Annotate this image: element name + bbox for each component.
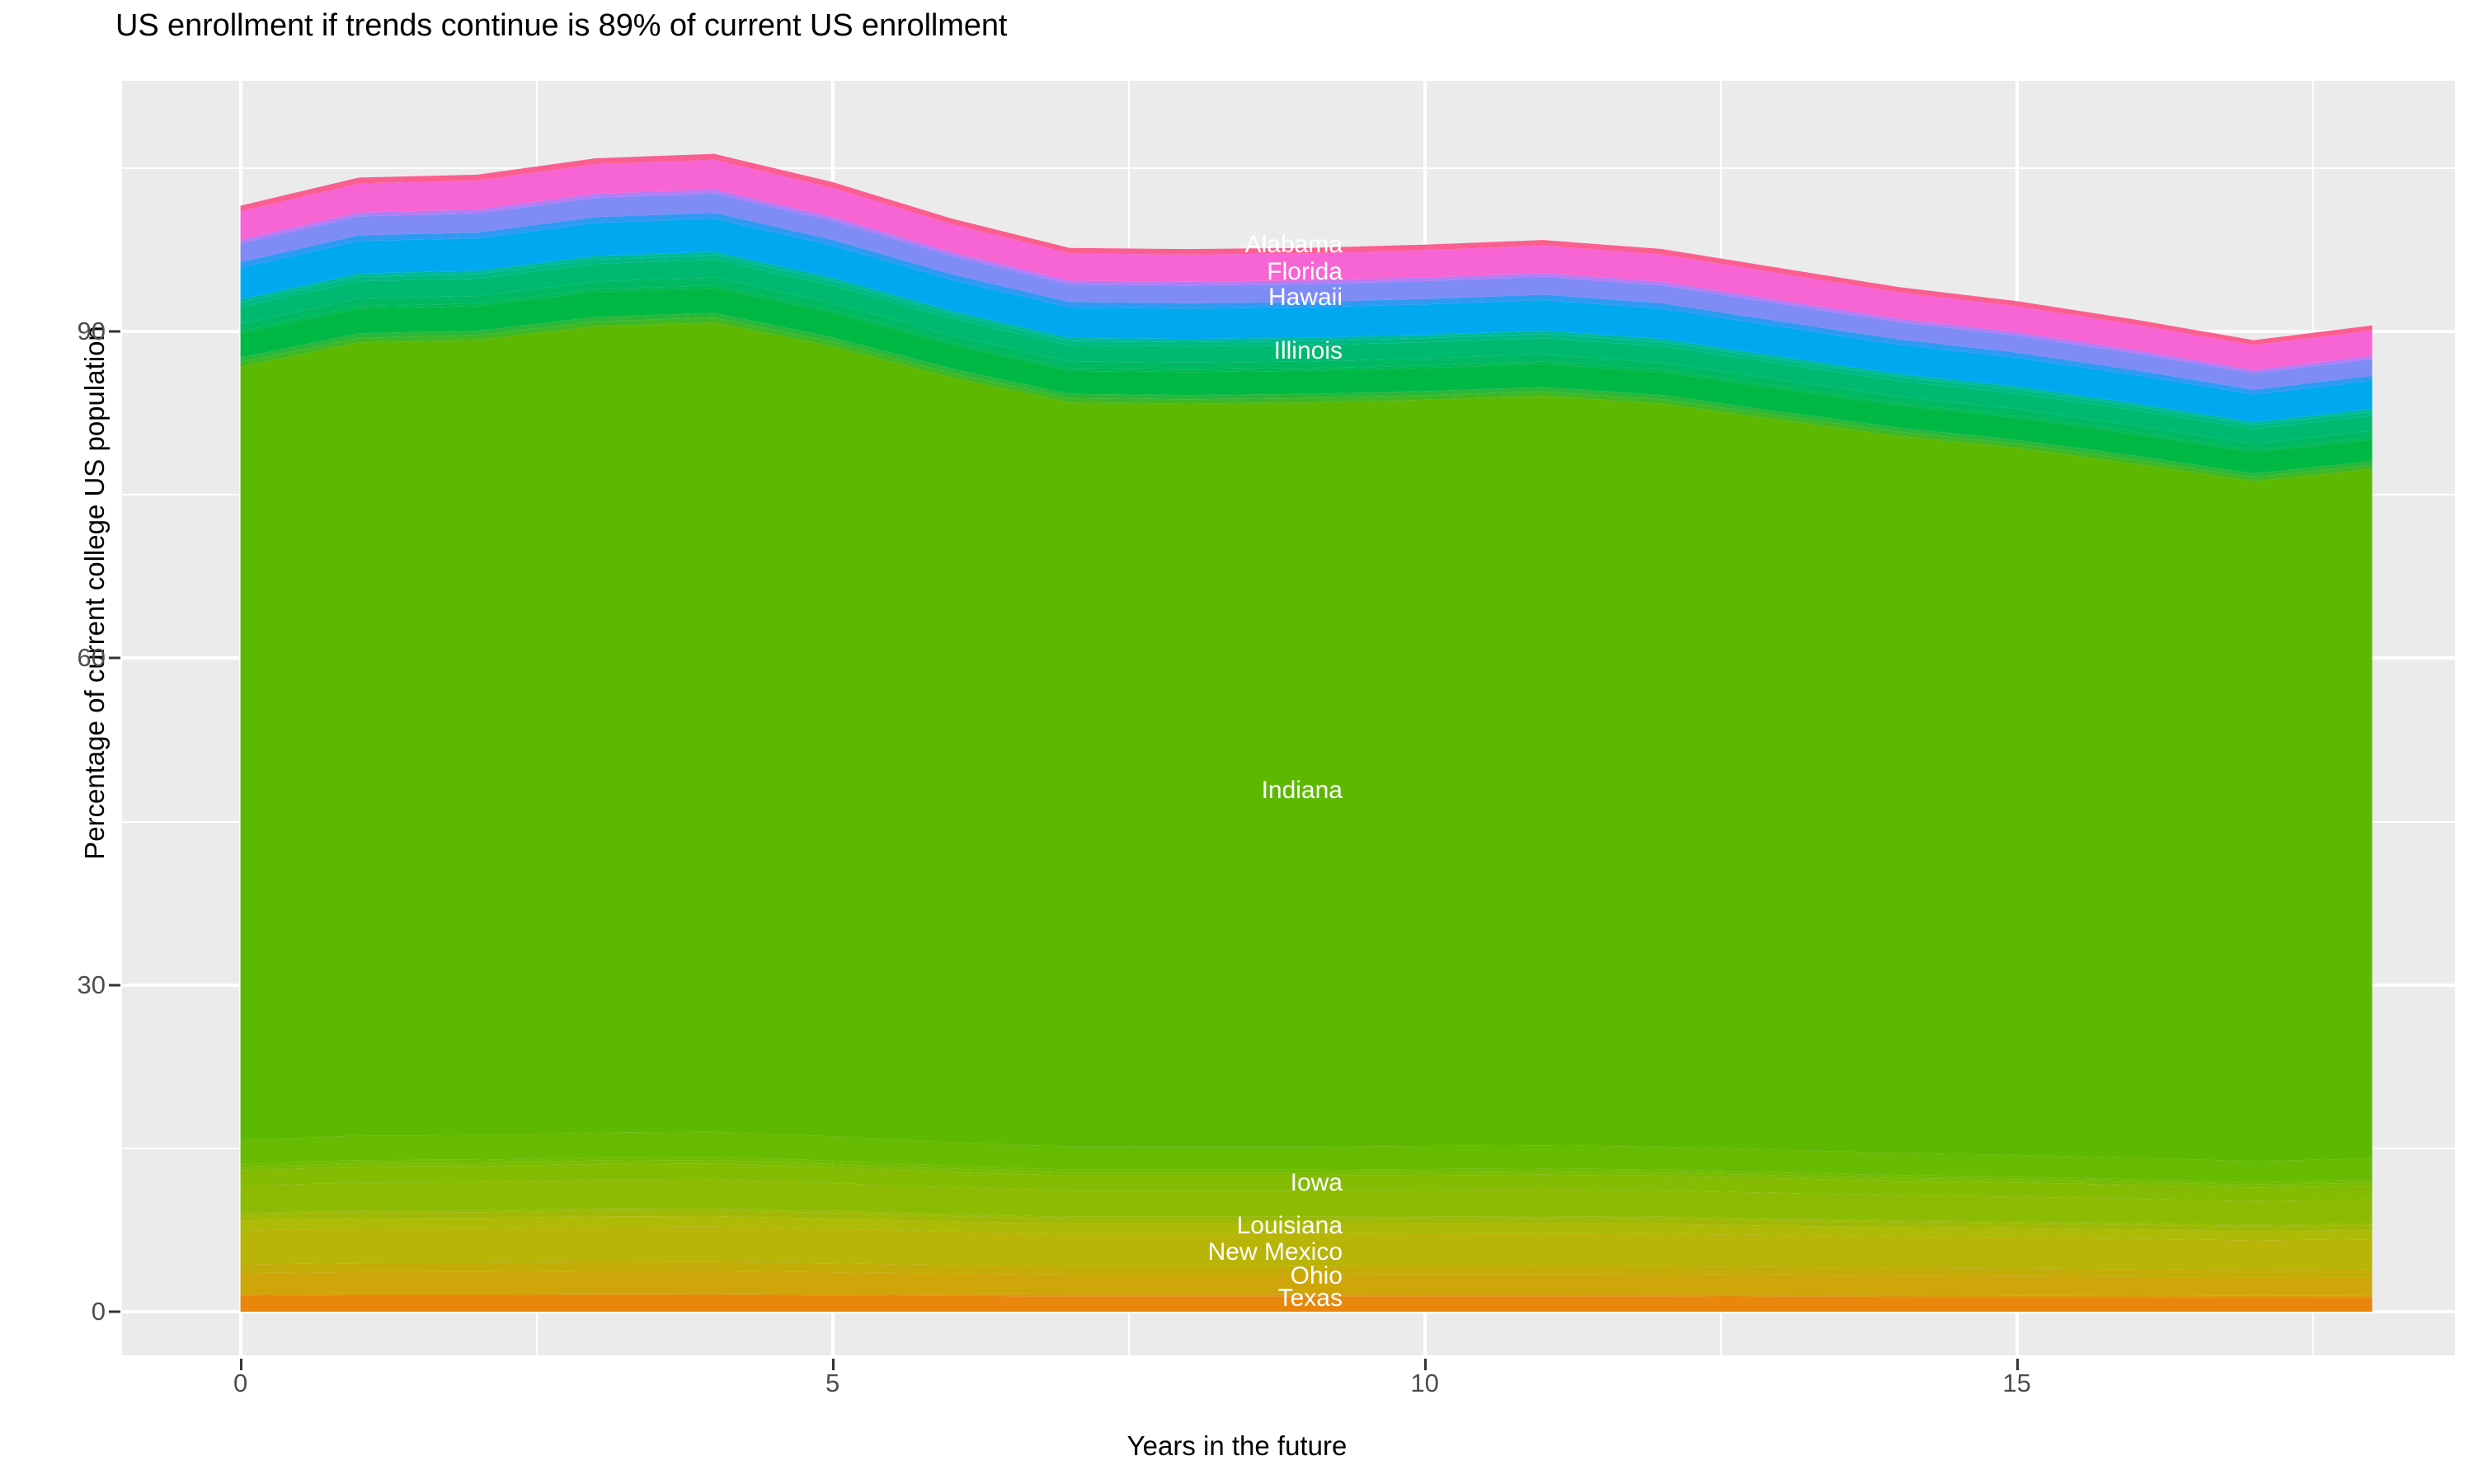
area-band-alabama (240, 1294, 2373, 1313)
x-tick-label: 10 (1410, 1369, 1439, 1397)
area-band-nevada (240, 213, 2373, 395)
area-band-florida (240, 1179, 2373, 1225)
stacked-area-series (240, 153, 2373, 1313)
area-band-arizona (240, 1270, 2373, 1296)
gridline-y-minor (122, 167, 2455, 169)
y-tick-label: 60 (77, 643, 106, 673)
area-band-california (240, 1226, 2373, 1270)
x-tick-mark (831, 1359, 835, 1370)
gridline-x-major (238, 81, 242, 1355)
area-band-delaware (240, 1208, 2373, 1227)
area-band-wyoming (240, 153, 2373, 345)
area-band-connecticut (240, 1209, 2373, 1232)
area-band-colorado (240, 1216, 2373, 1241)
y-tick-label: 30 (77, 970, 106, 999)
area-band-ohio (240, 193, 2373, 390)
area-band-michigan (240, 255, 2373, 430)
area-band-louisiana (240, 260, 2373, 444)
x-tick-label: 5 (825, 1369, 840, 1397)
area-band-alaska (240, 1293, 2373, 1298)
page-title: US enrollment if trends continue is 89% … (115, 8, 1008, 43)
x-tick-label: 15 (2002, 1369, 2031, 1397)
area-band-iowa (240, 288, 2373, 474)
y-tick-label: 0 (91, 1297, 106, 1327)
y-axis-ticks: 0 30 60 90 (0, 0, 120, 1484)
area-band-kansas (240, 317, 2373, 481)
x-tick-mark (2015, 1359, 2019, 1370)
area-band-maryland (240, 277, 2373, 451)
area-band-texas (240, 159, 2373, 370)
area-band-maine (240, 285, 2373, 453)
area-band-hawaii (240, 1159, 2373, 1188)
area-band-minnesota (240, 251, 2373, 425)
y-tick-label: 90 (77, 316, 106, 345)
x-tick-mark (239, 1359, 242, 1370)
area-band-kentucky (240, 312, 2373, 477)
y-tick-mark (109, 656, 120, 660)
x-axis-title: Years in the future (1126, 1430, 1348, 1461)
plot-panel (122, 81, 2455, 1355)
area-band-indiana (240, 322, 2373, 1162)
area-band-idaho (240, 1157, 2373, 1185)
y-tick-mark (109, 1310, 120, 1313)
area-band-new-mexico (240, 218, 2373, 423)
x-tick-label: 0 (233, 1369, 248, 1397)
y-tick-mark (109, 330, 120, 333)
area-band-georgia (240, 1163, 2373, 1201)
x-tick-mark (1423, 1359, 1427, 1370)
area-band-oregon (240, 189, 2373, 373)
area-band-illinois (240, 1131, 2373, 1182)
y-tick-mark (109, 984, 120, 987)
area-band-arkansas (240, 1261, 2373, 1278)
